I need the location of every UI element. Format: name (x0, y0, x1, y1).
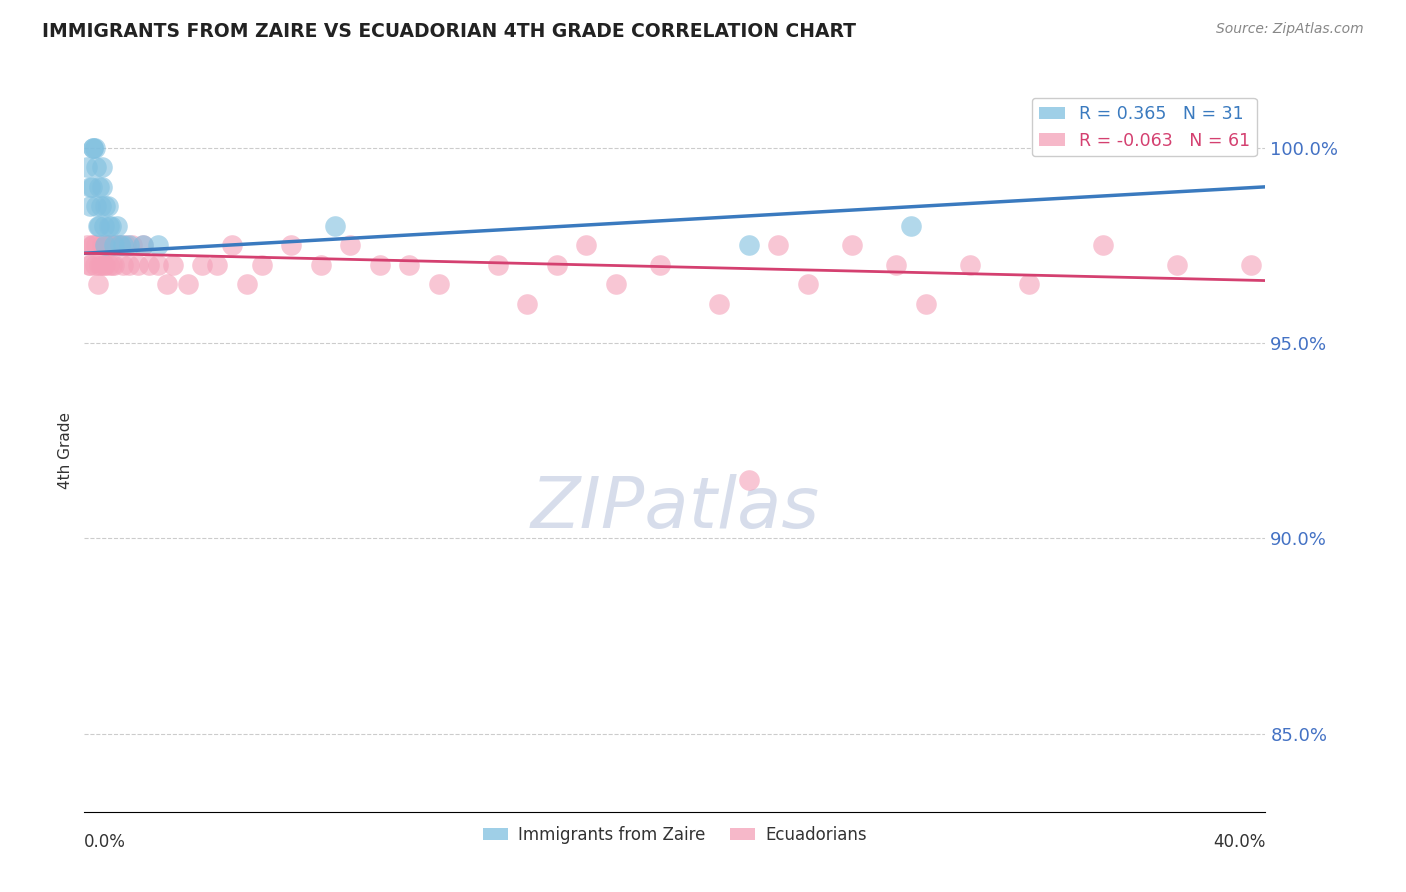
Point (97, 238, 120, 252)
Point (82, 141, 104, 155)
Point (89, 258, 111, 272)
Point (398, 258, 420, 272)
Point (98, 219, 121, 233)
Point (1092, 238, 1115, 252)
Point (339, 238, 361, 252)
Point (796, 277, 818, 292)
Point (709, 297, 731, 311)
Point (648, 258, 672, 272)
Point (79, 179, 101, 194)
Point (100, 219, 122, 233)
Point (80, 179, 103, 194)
Point (76, 161, 98, 175)
Point (516, 297, 538, 311)
Point (108, 238, 131, 252)
Point (111, 238, 134, 252)
Point (101, 258, 124, 272)
Point (80, 238, 103, 252)
Point (900, 219, 922, 233)
Point (91, 179, 114, 194)
Point (84, 238, 107, 252)
Point (94, 199, 117, 213)
Point (1018, 277, 1040, 292)
Point (97, 199, 120, 213)
Text: IMMIGRANTS FROM ZAIRE VS ECUADORIAN 4TH GRADE CORRELATION CHART: IMMIGRANTS FROM ZAIRE VS ECUADORIAN 4TH … (42, 22, 856, 41)
Point (90, 258, 112, 272)
Point (127, 258, 149, 272)
Point (546, 258, 568, 272)
Point (191, 258, 214, 272)
Point (111, 258, 134, 272)
Point (915, 297, 938, 311)
Point (86, 277, 108, 292)
Point (118, 238, 141, 252)
Point (309, 258, 332, 272)
Point (368, 258, 391, 272)
Point (83, 258, 105, 272)
Point (138, 258, 160, 272)
Point (427, 277, 450, 292)
Point (250, 258, 273, 272)
Point (221, 238, 243, 252)
Point (96, 238, 118, 252)
Point (132, 238, 155, 252)
Point (105, 238, 128, 252)
Point (103, 258, 125, 272)
Point (84, 161, 107, 175)
Point (94, 258, 117, 272)
Text: ZIPatlas: ZIPatlas (530, 474, 820, 542)
Point (148, 258, 170, 272)
Point (100, 238, 122, 252)
Point (236, 277, 259, 292)
Point (91, 161, 114, 175)
Point (738, 238, 761, 252)
Point (79, 258, 101, 272)
Point (114, 238, 136, 252)
Point (91, 238, 114, 252)
Point (90, 199, 112, 213)
Point (738, 473, 761, 487)
Point (83, 141, 105, 155)
Point (93, 219, 115, 233)
Point (148, 238, 170, 252)
Point (79, 199, 101, 213)
Point (82, 141, 104, 155)
Legend: Immigrants from Zaire, Ecuadorians: Immigrants from Zaire, Ecuadorians (477, 819, 873, 850)
Point (959, 258, 981, 272)
Point (84, 199, 107, 213)
Point (323, 219, 347, 233)
Point (886, 258, 908, 272)
Point (605, 277, 627, 292)
Point (105, 219, 128, 233)
Point (103, 238, 125, 252)
Point (89, 219, 111, 233)
Point (1166, 258, 1188, 272)
Text: Source: ZipAtlas.com: Source: ZipAtlas.com (1216, 22, 1364, 37)
Point (1240, 258, 1263, 272)
Point (89, 179, 111, 194)
Point (108, 238, 131, 252)
Point (162, 258, 184, 272)
Text: 0.0%: 0.0% (84, 833, 127, 851)
Point (205, 258, 228, 272)
Point (77, 258, 100, 272)
Point (82, 238, 104, 252)
Point (486, 258, 509, 272)
Y-axis label: 4th Grade: 4th Grade (58, 412, 73, 489)
Point (841, 238, 863, 252)
Text: 40.0%: 40.0% (1213, 833, 1265, 851)
Point (177, 277, 200, 292)
Point (156, 277, 179, 292)
Point (768, 238, 790, 252)
Point (94, 238, 117, 252)
Point (575, 238, 598, 252)
Point (280, 238, 302, 252)
Point (118, 258, 141, 272)
Point (93, 258, 115, 272)
Point (98, 258, 121, 272)
Point (132, 238, 155, 252)
Point (121, 238, 143, 252)
Point (76, 238, 98, 252)
Point (86, 219, 108, 233)
